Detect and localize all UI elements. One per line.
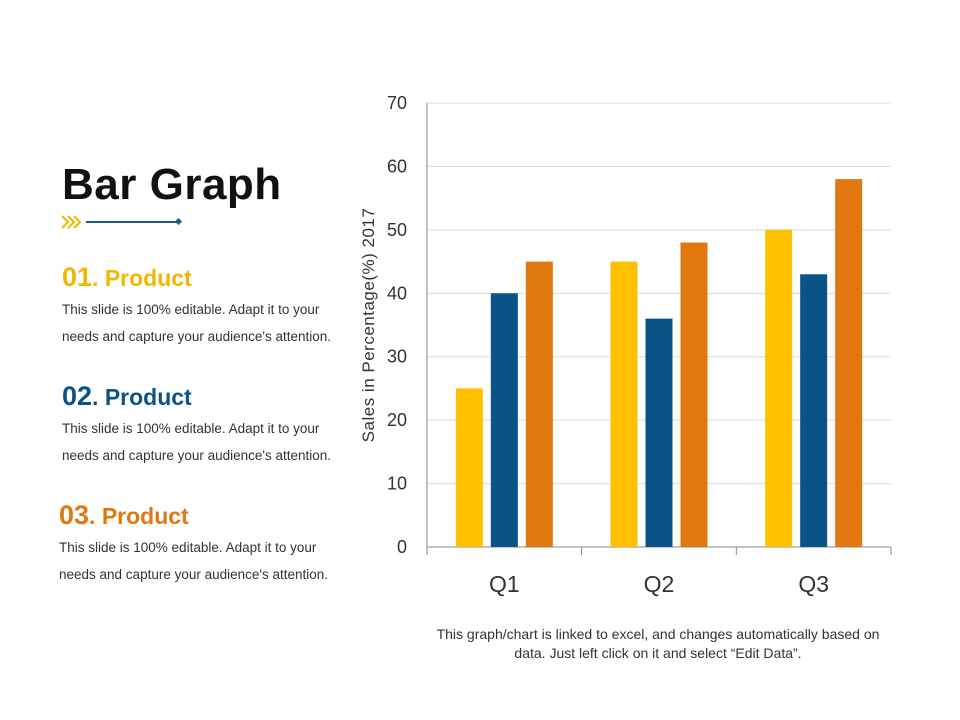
bar-q2-series-2 (645, 318, 673, 547)
x-tick-label: Q3 (798, 571, 829, 597)
product-heading: 01. Product (62, 262, 352, 293)
bar-q1-series-2 (490, 293, 518, 547)
product-item-1: 01. Product This slide is 100% editable.… (62, 262, 352, 350)
y-tick-label: 40 (387, 283, 407, 303)
bar-q3-series-1 (765, 229, 793, 547)
y-tick-label: 70 (387, 93, 407, 113)
bar-q1-series-1 (455, 388, 483, 547)
product-name: . Product (92, 384, 192, 410)
bar-chart: 0 10 20 30 40 50 60 70 Q1 Q2 Q3 Sales in Percentage… (359, 93, 892, 597)
product-description: This slide is 100% editable. Adapt it to… (62, 421, 332, 463)
bar-q3-series-2 (800, 274, 828, 547)
y-tick-label: 60 (387, 156, 407, 176)
bar-q3-series-3 (835, 179, 863, 547)
product-heading: 02. Product (62, 381, 352, 412)
x-tick-label: Q1 (489, 571, 520, 597)
product-heading: 03. Product (59, 500, 349, 531)
bar-q2-series-3 (680, 242, 708, 548)
y-tick-label: 10 (387, 474, 407, 494)
product-number: 03 (59, 500, 90, 530)
product-description: This slide is 100% editable. Adapt it to… (62, 302, 332, 344)
product-item-3: 03. Product This slide is 100% editable.… (59, 500, 349, 588)
bar-q1-series-3 (525, 261, 553, 547)
product-number: 01 (62, 262, 93, 292)
y-tick-label: 30 (387, 347, 407, 367)
chart-note: This graph/chart is linked to excel, and… (436, 626, 880, 661)
y-axis-label: Sales in Percentage(%) 2017 (359, 208, 378, 443)
chevron-divider-icon (61, 215, 183, 229)
y-tick-label: 0 (397, 537, 407, 557)
slide-title: Bar Graph (62, 160, 282, 209)
bar-q2-series-1 (610, 261, 638, 547)
product-item-2: 02. Product This slide is 100% editable.… (62, 381, 352, 469)
y-tick-label: 50 (387, 220, 407, 240)
x-tick-label: Q2 (644, 571, 675, 597)
product-name: . Product (92, 265, 192, 291)
y-tick-label: 20 (387, 410, 407, 430)
product-number: 02 (62, 381, 93, 411)
product-name: . Product (89, 503, 189, 529)
product-description: This slide is 100% editable. Adapt it to… (59, 540, 329, 582)
